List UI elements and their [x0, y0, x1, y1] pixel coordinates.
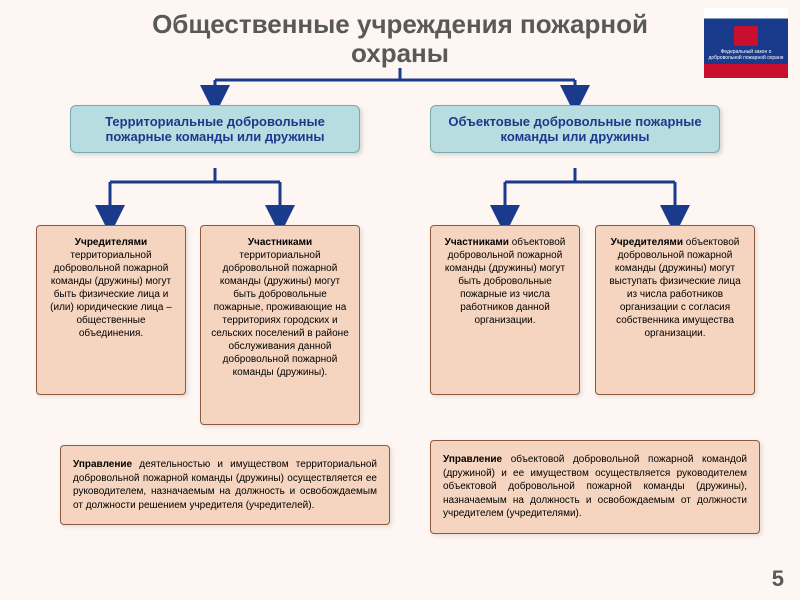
detail-participants-object: Участниками объектовой добровольной пожа…	[430, 225, 580, 395]
management-territorial: Управление деятельностью и имуществом те…	[60, 445, 390, 525]
label-bold: Участниками	[248, 237, 312, 248]
label-text: объектовой добровольной пожарной команды…	[609, 237, 740, 339]
label-bold: Учредителями	[75, 237, 147, 248]
detail-founders-territorial: Учредителями территориальной добровольно…	[36, 225, 186, 395]
label-text: объектовой добровольной пожарной команды…	[445, 237, 566, 326]
label-bold: Управление	[73, 459, 132, 470]
category-object: Объектовые добровольные пожарные команды…	[430, 105, 720, 153]
emblem-icon	[734, 26, 758, 46]
management-object: Управление объектовой добровольной пожар…	[430, 440, 760, 534]
label-bold: Учредителями	[611, 237, 683, 248]
page-number: 5	[772, 566, 784, 592]
detail-founders-object: Учредителями объектовой добровольной пож…	[595, 225, 755, 395]
label-bold: Участниками	[445, 237, 509, 248]
detail-participants-territorial: Участниками территориальной добровольной…	[200, 225, 360, 425]
label-bold: Управление	[443, 454, 502, 465]
page-title: Общественные учреждения пожарной охраны	[100, 10, 700, 67]
label-text: территориальной добровольной пожарной ко…	[50, 250, 172, 339]
badge-text: Федеральный закон о добровольной пожарно…	[708, 49, 784, 61]
label-text: территориальной добровольной пожарной ко…	[211, 250, 349, 378]
category-territorial: Территориальные добровольные пожарные ко…	[70, 105, 360, 153]
law-badge: Федеральный закон о добровольной пожарно…	[704, 8, 788, 78]
